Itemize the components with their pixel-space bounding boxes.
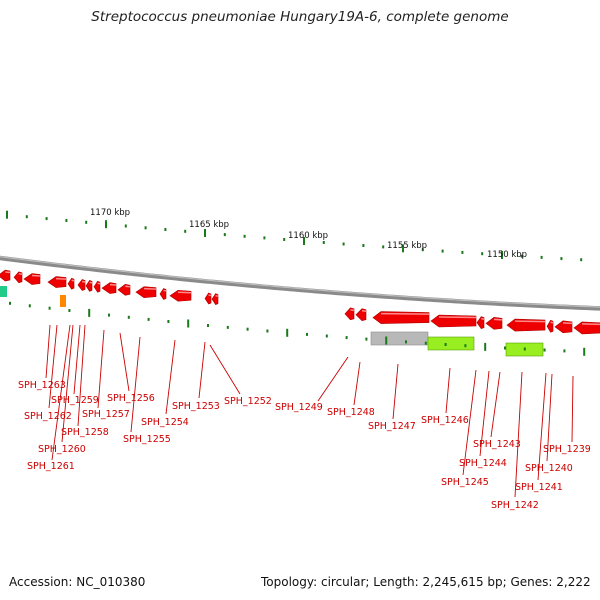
backbone-highlight [0, 256, 600, 308]
gene-arrow [355, 308, 367, 322]
leader-line [51, 324, 71, 461]
leader-line [490, 371, 501, 438]
leader-line [514, 371, 523, 498]
gene-label: SPH_1253 [172, 401, 220, 412]
gene-label: SPH_1255 [123, 434, 171, 445]
gene-arrow-shine [361, 309, 367, 312]
scale-label: 1160 kbp [288, 231, 328, 241]
gene-label: SPH_1242 [491, 500, 539, 511]
gene-arrow-shine [89, 281, 93, 284]
gene-label: SPH_1240 [525, 463, 573, 474]
gene-arrow-shine [493, 318, 503, 321]
gene-arrow-shine [97, 282, 101, 285]
gene-label: SPH_1239 [543, 444, 591, 455]
scale-labels: 1170 kbp 1165 kbp 1160 kbp 1155 kbp 1150 kbp [90, 208, 527, 260]
gene-label: SPH_1243 [473, 439, 521, 450]
leader-line [537, 372, 547, 481]
gene-arrow-shine [71, 279, 75, 282]
gene-arrow-shine [380, 312, 430, 315]
gene-label: SPH_1249 [275, 402, 323, 413]
gene-arrow [476, 316, 485, 329]
leader-line [353, 361, 361, 406]
leader-line [165, 339, 176, 415]
feature-mark-teal [0, 286, 7, 297]
gene-label: SPH_1245 [441, 477, 489, 488]
leader-line [479, 370, 490, 457]
gene-label: SPH_1259 [51, 395, 99, 406]
inner-scale-ticks [9, 301, 586, 356]
leader-line [462, 369, 477, 476]
gene-arrow-shine [109, 283, 117, 286]
leader-line [48, 324, 58, 409]
accession-text: Accession: NC_010380 [9, 575, 146, 589]
gene-arrow-shine [163, 289, 167, 292]
forward-gene-track [0, 269, 600, 335]
gene-arrow [546, 319, 554, 333]
gene-label: SPH_1260 [38, 444, 86, 455]
leader-line [130, 336, 141, 433]
gene-label: SPH_1257 [82, 409, 130, 420]
leader-line [97, 329, 105, 409]
gene-arrow-shine [31, 274, 41, 277]
gene-label: SPH_1244 [459, 458, 507, 469]
gene-labels: SPH_1263 SPH_1262 SPH_1261 SPH_1260 SPH_1259… [18, 380, 591, 511]
gene-arrow-shine [55, 277, 67, 280]
leader-line [546, 373, 553, 462]
gene-label: SPH_1248 [327, 407, 375, 418]
leader-line [317, 356, 349, 402]
gene-label: SPH_1256 [107, 393, 155, 404]
gene-arrow-shine [215, 294, 219, 297]
gene-arrow-shine [82, 280, 86, 283]
backbone-arc [0, 255, 600, 311]
leader-line [209, 344, 241, 395]
gene-arrow-shine [562, 322, 573, 325]
genome-backbone [0, 255, 600, 311]
gene-arrow-shine [514, 320, 546, 323]
leader-line [61, 324, 74, 443]
gene-arrow-shine [208, 294, 212, 297]
gene-label: SPH_1241 [515, 482, 563, 493]
gene-label: SPH_1261 [27, 461, 75, 472]
scale-label: 1155 kbp [387, 241, 427, 251]
leader-line [571, 375, 574, 443]
gene-label: SPH_1263 [18, 380, 66, 391]
leader-line [119, 332, 130, 392]
page-title: Streptococcus pneumoniae Hungary19A-6, c… [91, 9, 509, 25]
feature-bar-lime [427, 336, 475, 351]
scale-label: 1165 kbp [189, 220, 229, 230]
gene-arrow-shine [125, 285, 131, 288]
gene-arrow [344, 307, 355, 321]
gene-label: SPH_1254 [141, 417, 189, 428]
leader-line [77, 324, 86, 427]
gene-arrow-shine [350, 309, 355, 312]
gene-label: SPH_1258 [61, 427, 109, 438]
gene-label: SPH_1247 [368, 421, 416, 432]
gene-arrow-shine [18, 273, 23, 276]
genome-summary-text: Topology: circular; Length: 2,245,615 bp… [261, 575, 591, 589]
scale-label: 1150 kbp [487, 250, 527, 260]
gene-arrow-shine [438, 316, 477, 319]
gene-arrow-shine [481, 317, 485, 320]
gene-arrow-shine [550, 321, 554, 324]
leader-line [198, 341, 206, 399]
feature-mark-orange [60, 295, 66, 307]
gene-arrow-shine [581, 323, 600, 326]
gene-arrow-shine [177, 291, 192, 294]
leader-line [45, 324, 51, 379]
outer-scale-ticks [6, 210, 583, 262]
gene-arrow-shine [5, 271, 11, 274]
feature-bar-gray [370, 331, 429, 346]
leader-line [445, 367, 451, 414]
leader-line [392, 363, 399, 420]
gene-arrow-shine [143, 287, 157, 290]
gene-label: SPH_1246 [421, 415, 469, 426]
gene-label: SPH_1262 [24, 411, 72, 422]
label-leader-lines [45, 324, 574, 498]
gene-label: SPH_1252 [224, 396, 272, 407]
scale-label: 1170 kbp [90, 208, 130, 218]
leader-line [73, 324, 81, 395]
